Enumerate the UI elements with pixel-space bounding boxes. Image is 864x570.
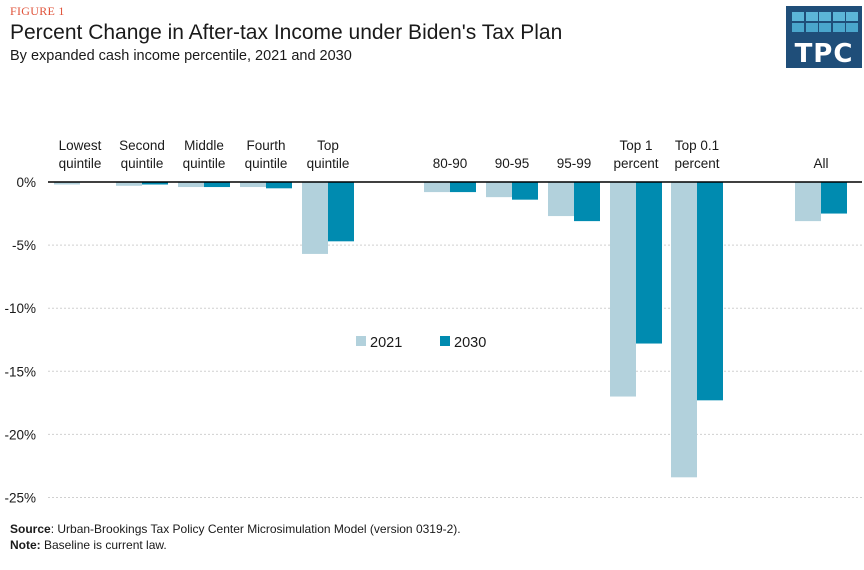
bar-2021 — [178, 182, 204, 188]
logo-square — [805, 23, 818, 32]
category-label: Top — [317, 138, 339, 153]
category-label: quintile — [121, 156, 164, 171]
bar-2021 — [116, 182, 142, 186]
bar-2021 — [486, 182, 512, 198]
category-label: 95-99 — [557, 156, 592, 171]
bar-2021 — [671, 182, 697, 478]
bar-2030 — [697, 182, 723, 401]
tpc-logo: TPC — [786, 6, 862, 69]
bar-2030 — [142, 182, 168, 185]
category-label: percent — [613, 156, 658, 171]
note-label: Note: — [10, 538, 41, 552]
category-label: quintile — [307, 156, 350, 171]
bar-2030 — [821, 182, 847, 214]
bar-2021 — [302, 182, 328, 254]
logo-square — [792, 12, 804, 21]
logo-square — [805, 12, 818, 21]
category-label: Middle — [184, 138, 224, 153]
bar-2030 — [328, 182, 354, 242]
y-tick-label: -20% — [4, 427, 36, 442]
source-text: : Urban-Brookings Tax Policy Center Micr… — [50, 522, 461, 536]
logo-square — [792, 23, 804, 32]
y-tick-label: -5% — [12, 238, 36, 253]
y-tick-label: 0% — [16, 175, 36, 190]
logo-square — [846, 12, 858, 21]
logo-square — [832, 12, 845, 21]
bar-2030 — [266, 182, 292, 189]
category-label: All — [813, 156, 828, 171]
logo-square — [846, 23, 858, 32]
figure-label: FIGURE 1 — [10, 4, 65, 18]
legend-swatch-2021 — [356, 336, 366, 346]
source-line: Source: Urban-Brookings Tax Policy Cente… — [10, 522, 461, 536]
y-tick-label: -10% — [4, 301, 36, 316]
bar-2021 — [795, 182, 821, 222]
bar-2021 — [54, 182, 80, 185]
note-line: Note: Baseline is current law. — [10, 538, 167, 552]
bar-2030 — [450, 182, 476, 193]
category-label: Top 0.1 — [675, 138, 719, 153]
category-label: Top 1 — [619, 138, 652, 153]
y-tick-label: -15% — [4, 364, 36, 379]
chart-subtitle: By expanded cash income percentile, 2021… — [10, 48, 352, 64]
bar-2021 — [240, 182, 266, 188]
bar-2030 — [574, 182, 600, 222]
note-text: Baseline is current law. — [40, 538, 167, 552]
category-label: percent — [674, 156, 719, 171]
legend-label-2030: 2030 — [454, 335, 486, 351]
legend-label-2021: 2021 — [370, 335, 402, 351]
bar-2021 — [548, 182, 574, 217]
category-label: Lowest — [59, 138, 102, 153]
category-label: quintile — [183, 156, 226, 171]
bar-2030 — [512, 182, 538, 200]
category-label: quintile — [245, 156, 288, 171]
bar-2030 — [636, 182, 662, 344]
category-label: 80-90 — [433, 156, 468, 171]
logo-square — [819, 12, 831, 21]
bar-chart: 0% -5% -10% -15% -20% -25% Lowest quintile Secon… — [4, 138, 862, 506]
logo-text: TPC — [794, 39, 854, 69]
category-label: Fourth — [246, 138, 285, 153]
source-label: Source — [10, 522, 51, 536]
logo-square — [819, 23, 831, 32]
logo-square — [832, 23, 845, 32]
bar-2030 — [204, 182, 230, 188]
chart-title: Percent Change in After-tax Income under… — [10, 21, 563, 44]
category-label: 90-95 — [495, 156, 530, 171]
category-label: quintile — [59, 156, 102, 171]
bar-2021 — [424, 182, 450, 193]
category-label: Second — [119, 138, 165, 153]
y-tick-label: -25% — [4, 491, 36, 506]
legend-swatch-2030 — [440, 336, 450, 346]
bar-2021 — [610, 182, 636, 397]
